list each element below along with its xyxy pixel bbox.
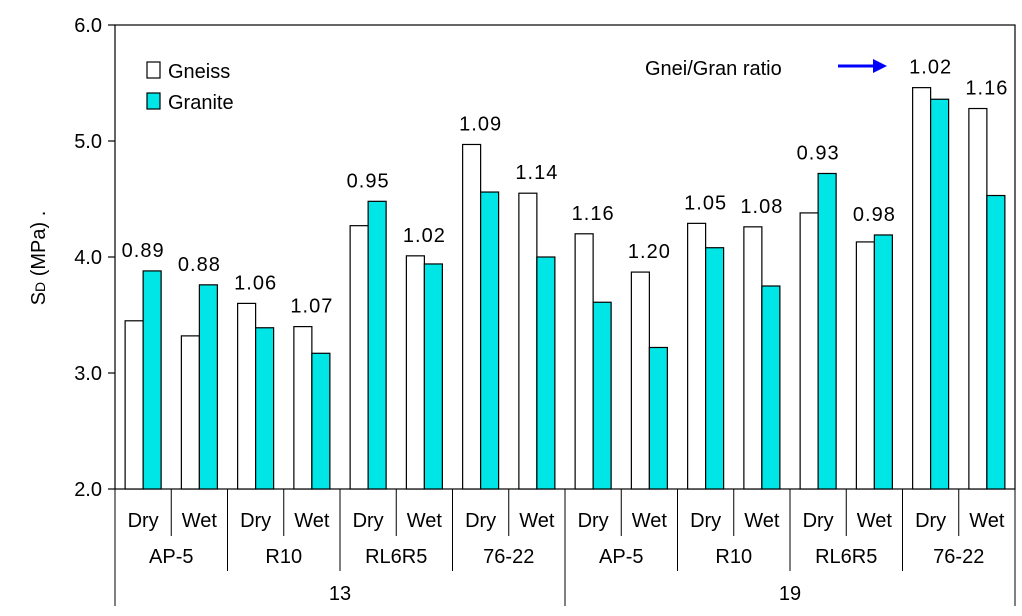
bar-granite: [255, 327, 275, 490]
ratio-label: 1.08: [740, 196, 783, 218]
condition-label: Wet: [294, 510, 330, 532]
ratio-label: 1.20: [628, 241, 671, 263]
bar-granite: [817, 172, 837, 490]
chart-frame: [108, 24, 1016, 606]
bar-gneiss: [405, 255, 425, 490]
mix-label: RL6R5: [365, 546, 427, 568]
ratio-label: 1.09: [459, 113, 502, 135]
bar-gneiss: [743, 226, 763, 490]
condition-label: Dry: [465, 510, 496, 532]
group-label: 19: [779, 583, 801, 605]
bar-gneiss: [799, 212, 819, 490]
bar-granite: [705, 247, 725, 490]
bar-granite: [480, 191, 500, 490]
mix-label: 76-22: [483, 546, 534, 568]
ratio-label: 1.14: [515, 162, 558, 184]
legend-label-granite: Granite: [168, 92, 234, 114]
ratio-label: 0.98: [853, 204, 896, 226]
bar-gneiss: [237, 302, 257, 490]
bar-gneiss: [124, 320, 144, 490]
y-tick-label: 3.0: [74, 363, 102, 385]
ratio-label: 0.95: [347, 170, 390, 192]
ratio-label: 1.02: [909, 57, 952, 79]
bar-gneiss: [855, 241, 875, 490]
bar-granite: [930, 98, 950, 490]
bar-granite: [592, 301, 612, 490]
condition-label: Wet: [744, 510, 780, 532]
y-tick-label: 6.0: [74, 15, 102, 37]
ratio-label: 1.16: [965, 78, 1008, 100]
bar-gneiss: [968, 107, 988, 490]
bar-gneiss: [349, 225, 369, 490]
legend: Gneiss Granite: [146, 61, 234, 114]
condition-label: Dry: [915, 510, 946, 532]
ratio-annotation-arrowhead: [873, 59, 887, 73]
mix-label: 76-22: [933, 546, 984, 568]
bar-granite: [873, 234, 893, 490]
ratio-label: 1.05: [684, 192, 727, 214]
bar-gneiss: [462, 143, 482, 490]
mix-label: R10: [265, 546, 302, 568]
y-axis-title: SD (MPa) .: [28, 211, 50, 306]
bar-granite: [536, 256, 556, 490]
bar-granite: [423, 263, 443, 490]
bar-gneiss: [630, 271, 650, 490]
condition-label: Dry: [240, 510, 271, 532]
condition-label: Dry: [353, 510, 384, 532]
ratio-annotation-text: Gnei/Gran ratio: [645, 58, 782, 80]
mix-label: AP-5: [599, 546, 643, 568]
mix-label: AP-5: [149, 546, 193, 568]
bar-granite: [311, 352, 331, 490]
ratio-label: 1.02: [403, 225, 446, 247]
ratio-label: 0.93: [797, 142, 840, 164]
condition-label: Wet: [857, 510, 893, 532]
ratio-label: 1.16: [572, 203, 615, 225]
condition-label: Dry: [803, 510, 834, 532]
condition-label: Wet: [969, 510, 1005, 532]
bar-granite: [648, 346, 668, 490]
bar-gneiss: [293, 326, 313, 490]
bar-gneiss: [574, 233, 594, 490]
condition-label: Wet: [519, 510, 555, 532]
bar-granite: [761, 285, 781, 490]
condition-label: Dry: [128, 510, 159, 532]
ratio-annotation: Gnei/Gran ratio: [645, 58, 887, 80]
bar-gneiss: [180, 335, 200, 490]
labels: 2.0 3.0 4.0 5.0 6.0 0.89 Dry 0.88 Wet 1.06 Dry 1.07…: [74, 15, 1008, 605]
ratio-label: 1.06: [234, 272, 277, 294]
condition-label: Dry: [578, 510, 609, 532]
legend-swatch-granite: [146, 92, 161, 110]
bar-gneiss: [912, 87, 932, 490]
legend-swatch-gneiss: [146, 61, 161, 79]
ratio-label: 1.07: [290, 296, 333, 318]
condition-label: Dry: [690, 510, 721, 532]
y-tick-label: 2.0: [74, 479, 102, 501]
ratio-label: 0.88: [178, 254, 221, 276]
y-tick-label: 5.0: [74, 131, 102, 153]
condition-label: Wet: [182, 510, 218, 532]
bar-granite: [142, 270, 162, 490]
bar-gneiss: [518, 192, 538, 490]
mix-label: RL6R5: [815, 546, 877, 568]
bars: [124, 87, 1006, 490]
mix-label: R10: [715, 546, 752, 568]
group-label: 13: [329, 583, 351, 605]
bar-granite: [198, 284, 218, 490]
condition-label: Wet: [632, 510, 668, 532]
bar-granite: [986, 194, 1006, 490]
bar-gneiss: [687, 222, 707, 490]
ratio-label: 0.89: [122, 240, 165, 262]
condition-label: Wet: [407, 510, 443, 532]
bar-granite: [367, 200, 387, 490]
y-tick-label: 4.0: [74, 247, 102, 269]
legend-label-gneiss: Gneiss: [168, 61, 230, 83]
